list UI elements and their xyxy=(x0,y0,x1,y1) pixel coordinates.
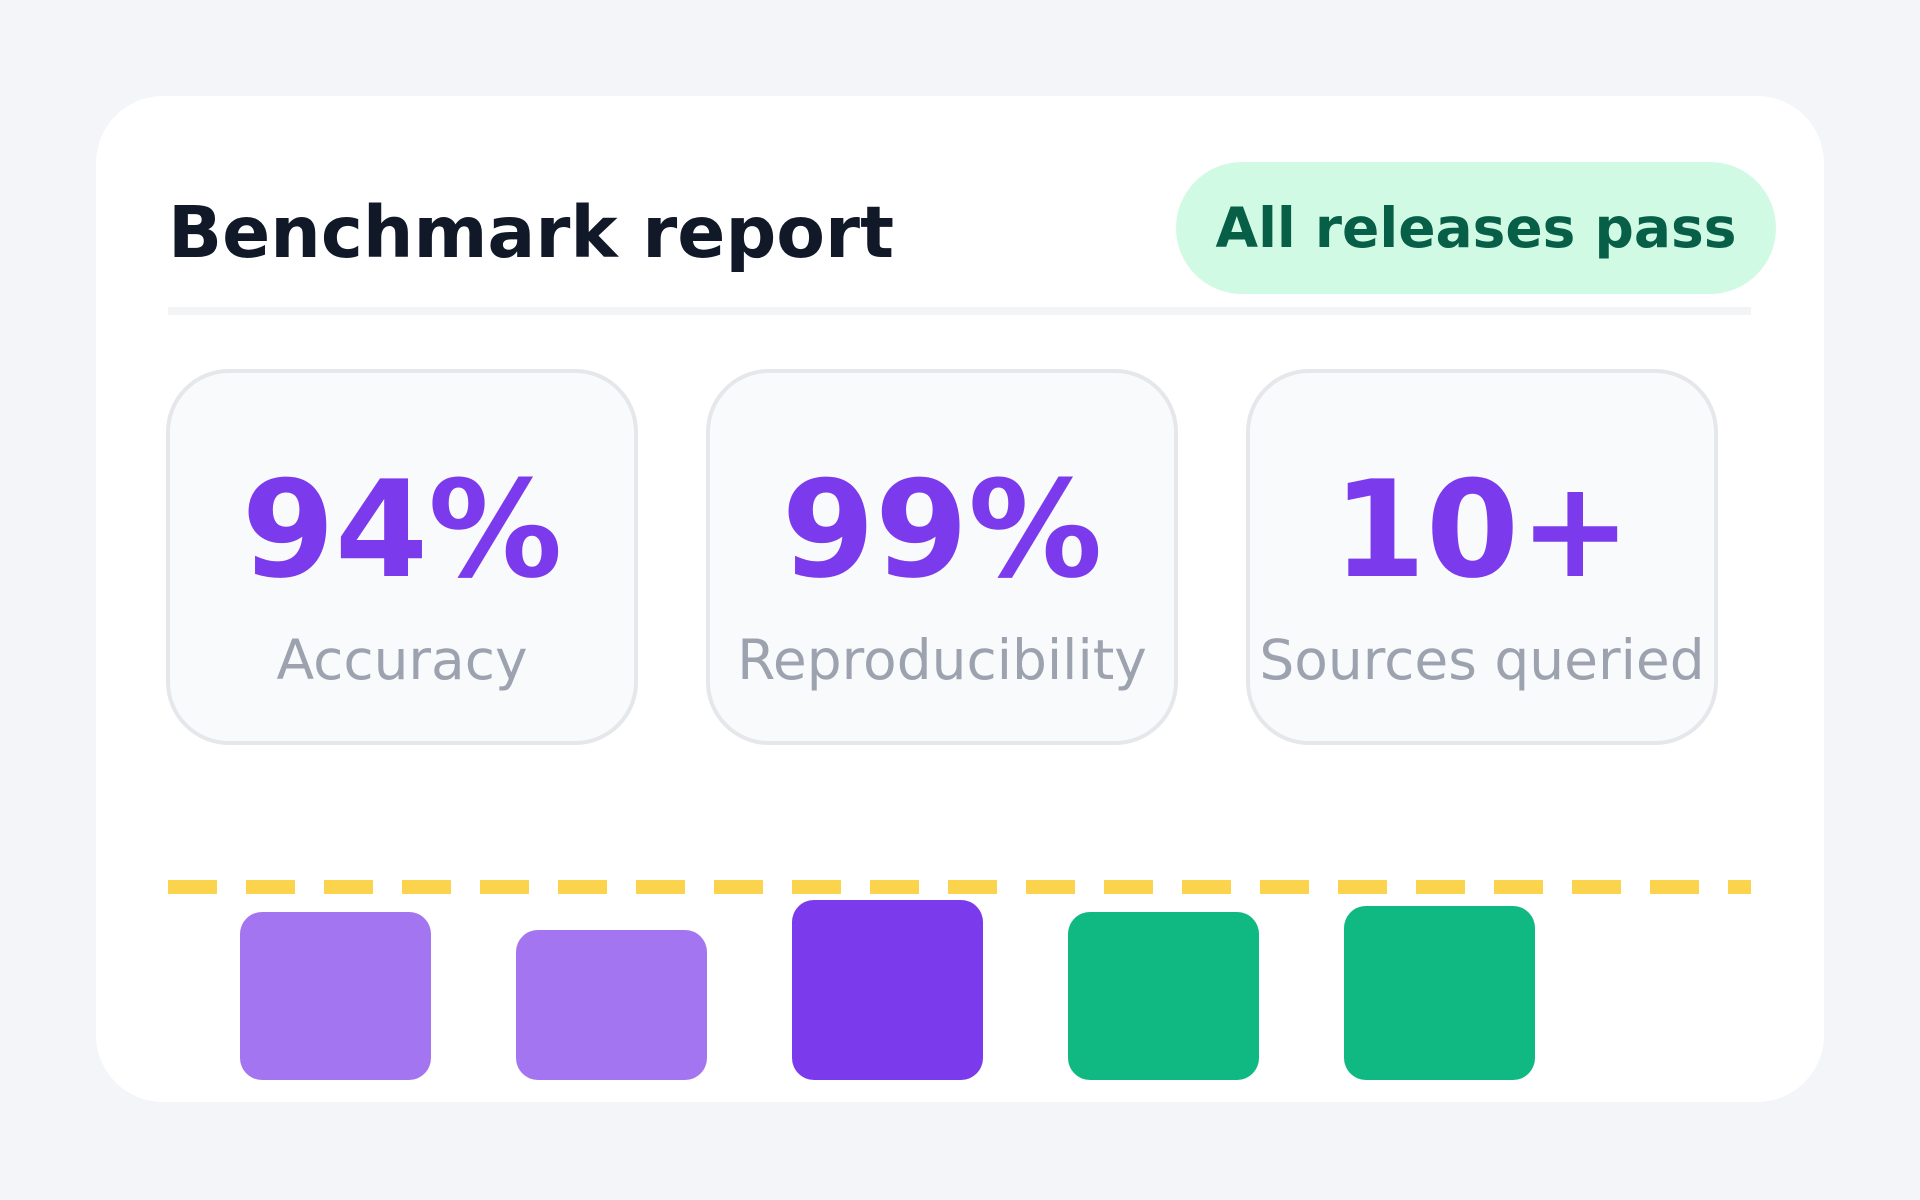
stat-card xyxy=(166,369,638,745)
stat-label: Reproducibility xyxy=(737,628,1147,692)
stat-label: Sources queried xyxy=(1259,628,1704,692)
bar xyxy=(516,930,707,1080)
bar xyxy=(1068,912,1259,1080)
bar xyxy=(792,900,983,1080)
report-title: Benchmark report xyxy=(168,191,894,274)
bar xyxy=(240,912,431,1080)
stat-value: 94% xyxy=(242,452,563,608)
status-badge xyxy=(1176,162,1776,294)
stat-label: Accuracy xyxy=(276,628,527,692)
stats-row: 94% Accuracy 99% Reproducibility 10+ Sources … xyxy=(166,369,1718,745)
stat-value: 99% xyxy=(782,452,1103,608)
divider xyxy=(168,307,1751,315)
status-badge-text: All releases pass xyxy=(1216,196,1737,260)
stat-card xyxy=(706,369,1178,745)
bar xyxy=(1344,906,1535,1080)
stat-value: 10+ xyxy=(1333,452,1632,608)
stat-card xyxy=(1246,369,1718,745)
